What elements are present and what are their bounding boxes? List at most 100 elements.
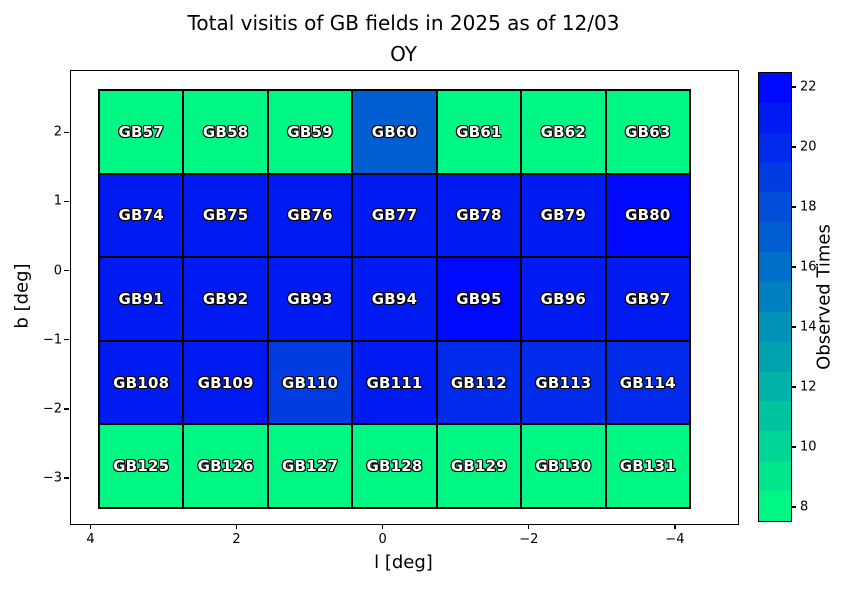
field-cell-label: GB93 xyxy=(287,289,333,308)
plot-area: GB57 GB58 GB59 GB60 GB61 GB62 GB63 GB74 GB75 GB76… xyxy=(70,70,739,525)
field-cell-gb97: GB97 xyxy=(605,257,690,341)
field-cell-label: GB59 xyxy=(287,122,333,141)
colorbar-tick-label: 20 xyxy=(800,139,817,155)
colorbar-segment xyxy=(759,73,791,103)
colorbar-segment xyxy=(759,222,791,253)
field-cell-label: GB109 xyxy=(197,373,254,392)
field-cell-label: GB62 xyxy=(540,122,587,141)
y-tick-mark xyxy=(64,269,69,272)
field-cell-label: GB79 xyxy=(540,206,587,225)
field-cell-label: GB57 xyxy=(118,122,164,141)
colorbar-segment xyxy=(759,162,791,193)
field-cell-label: GB61 xyxy=(456,122,502,141)
colorbar-tick-label: 22 xyxy=(800,79,817,95)
field-cell-gb61: GB61 xyxy=(436,90,522,174)
field-cell-label: GB111 xyxy=(366,373,423,392)
y-tick-label: −3 xyxy=(42,470,62,486)
field-cell-label: GB74 xyxy=(118,206,164,225)
field-cell-label: GB113 xyxy=(535,373,592,392)
field-cell-gb63: GB63 xyxy=(605,90,690,174)
field-cell-gb59: GB59 xyxy=(267,90,353,174)
field-cell-label: GB94 xyxy=(371,289,418,308)
field-cell-label: GB60 xyxy=(371,122,418,141)
x-tick-label: 4 xyxy=(86,532,95,547)
y-axis-label: b [deg] xyxy=(11,263,33,329)
field-cell-label: GB129 xyxy=(450,457,507,476)
field-cell-gb76: GB76 xyxy=(267,173,353,258)
x-tick-mark xyxy=(674,524,676,529)
field-cell-label: GB77 xyxy=(371,206,418,225)
x-tick-mark xyxy=(89,524,92,529)
colorbar-segment xyxy=(759,491,791,521)
field-cell-gb126: GB126 xyxy=(183,424,268,508)
y-tick-label: −2 xyxy=(42,401,62,417)
colorbar-segment xyxy=(759,401,791,432)
colorbar-tick-label: 8 xyxy=(800,499,809,515)
colorbar-tick-label: 14 xyxy=(800,319,817,335)
field-cell-label: GB78 xyxy=(456,206,502,225)
field-cell-label: GB131 xyxy=(619,457,676,476)
field-cell-gb131: GB131 xyxy=(605,424,690,508)
field-cell-gb128: GB128 xyxy=(352,424,437,508)
x-axis-label: l [deg] xyxy=(374,552,433,573)
field-cell-gb75: GB75 xyxy=(183,173,268,258)
x-tick-mark xyxy=(235,524,238,529)
x-tick-label: 2 xyxy=(232,532,241,547)
field-cell-gb127: GB127 xyxy=(267,424,353,508)
colorbar-tick-mark xyxy=(792,266,796,268)
field-cell-gb92: GB92 xyxy=(183,257,268,341)
field-cell-gb94: GB94 xyxy=(352,257,437,341)
field-cell-gb108: GB108 xyxy=(99,340,184,425)
x-tick-mark xyxy=(382,524,384,529)
field-cell-gb130: GB130 xyxy=(521,424,606,508)
field-cell-gb113: GB113 xyxy=(521,340,606,425)
chart-title-line1: Total visitis of GB fields in 2025 as of… xyxy=(187,11,620,35)
field-cell-gb129: GB129 xyxy=(436,424,522,508)
colorbar-segment xyxy=(759,132,791,163)
field-cell-label: GB130 xyxy=(535,457,592,476)
x-tick-label: −4 xyxy=(665,532,685,547)
field-cell-label: GB125 xyxy=(113,457,170,476)
field-cell-label: GB127 xyxy=(282,457,339,476)
colorbar-tick-mark xyxy=(792,446,796,448)
y-tick-mark xyxy=(64,200,69,203)
colorbar-segment xyxy=(759,461,791,492)
colorbar xyxy=(758,72,792,522)
field-cell-label: GB58 xyxy=(202,122,249,141)
field-cell-gb57: GB57 xyxy=(99,90,184,174)
colorbar-tick-mark xyxy=(792,326,796,328)
y-tick-mark xyxy=(64,408,69,410)
colorbar-tick-mark xyxy=(792,206,796,208)
field-cell-gb93: GB93 xyxy=(267,257,353,341)
field-cell-label: GB110 xyxy=(282,373,339,392)
y-tick-label: −1 xyxy=(42,332,62,348)
colorbar-tick-mark xyxy=(792,506,796,508)
field-grid: GB57 GB58 GB59 GB60 GB61 GB62 GB63 GB74 GB75 GB76… xyxy=(98,89,691,509)
x-tick-mark xyxy=(528,524,530,529)
colorbar-tick-mark xyxy=(792,146,796,148)
field-cell-label: GB75 xyxy=(202,206,249,225)
colorbar-tick-label: 18 xyxy=(800,199,817,215)
field-cell-gb79: GB79 xyxy=(521,173,606,258)
y-tick-mark xyxy=(64,477,69,479)
field-cell-label: GB76 xyxy=(287,206,333,225)
colorbar-tick-mark xyxy=(792,86,796,88)
field-cell-gb114: GB114 xyxy=(605,340,690,425)
field-cell-gb78: GB78 xyxy=(436,173,522,258)
field-cell-label: GB95 xyxy=(456,289,502,308)
colorbar-segment xyxy=(759,371,791,402)
field-cell-label: GB112 xyxy=(450,373,507,392)
colorbar-segment xyxy=(759,102,791,133)
y-tick-mark xyxy=(64,131,69,133)
field-cell-gb109: GB109 xyxy=(183,340,268,425)
field-cell-gb60: GB60 xyxy=(352,90,437,174)
field-cell-label: GB63 xyxy=(625,122,671,141)
y-tick-mark xyxy=(64,339,69,341)
field-cell-gb91: GB91 xyxy=(99,257,184,341)
colorbar-tick-label: 10 xyxy=(800,439,817,455)
y-tick-label: 1 xyxy=(53,193,62,209)
y-tick-label: 2 xyxy=(53,124,62,140)
field-cell-gb58: GB58 xyxy=(183,90,268,174)
colorbar-segment xyxy=(759,431,791,462)
